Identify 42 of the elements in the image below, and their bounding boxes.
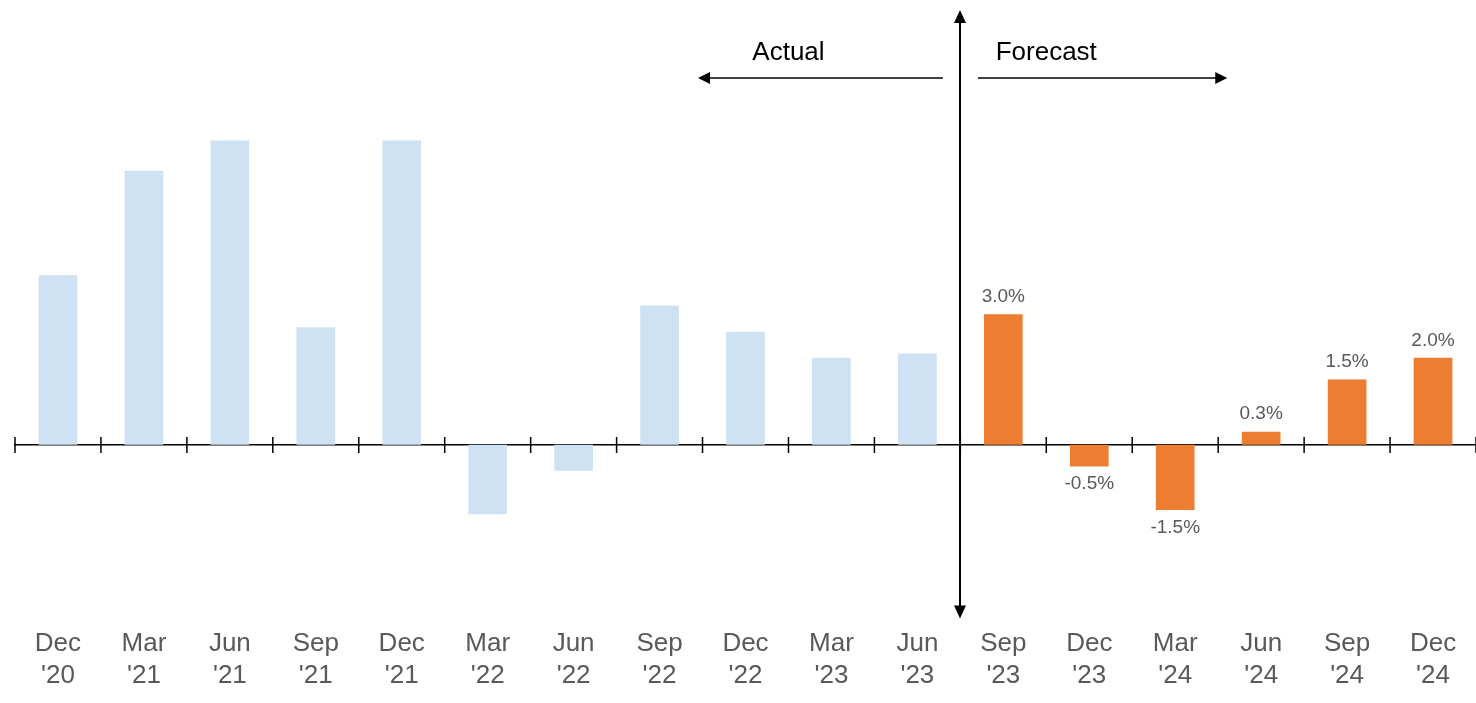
text: Forecast — [995, 36, 1097, 67]
x-tick-label: Mar '21 — [121, 627, 167, 689]
x-tick-label: Mar '22 — [465, 627, 511, 689]
x-tick-label: Mar '23 — [809, 627, 855, 689]
x-tick-label: Sep '23 — [980, 627, 1027, 689]
bar — [296, 327, 336, 445]
bar — [812, 357, 851, 445]
bar — [382, 140, 422, 445]
bar — [1327, 379, 1367, 445]
bar — [554, 444, 593, 471]
bar — [38, 275, 78, 445]
x-tick-label: Mar '24 — [1152, 627, 1198, 689]
bar — [898, 353, 937, 445]
x-tick-label: Dec '23 — [1066, 627, 1113, 689]
bar — [468, 444, 508, 515]
data-label: 1.5% — [1325, 350, 1369, 372]
x-tick-label: Jun '23 — [896, 627, 939, 689]
bar — [124, 170, 164, 445]
x-tick-label: Sep '24 — [1323, 627, 1371, 689]
bar — [640, 305, 679, 445]
data-label: 0.3% — [1239, 402, 1283, 424]
x-tick-label: Jun '24 — [1240, 627, 1283, 689]
data-label: -0.5% — [1064, 472, 1115, 494]
x-tick-label: Dec '22 — [722, 627, 769, 689]
data-label: 2.0% — [1411, 328, 1455, 350]
data-label: 3.0% — [981, 285, 1026, 307]
x-tick-label: Dec '24 — [1409, 627, 1457, 689]
bar — [1155, 444, 1195, 510]
data-label: -1.5% — [1150, 515, 1201, 537]
bar — [726, 331, 765, 445]
x-tick-label: Dec '20 — [34, 627, 82, 689]
bar — [1069, 444, 1109, 467]
bar — [1413, 357, 1453, 445]
bar — [1241, 431, 1281, 445]
bar — [983, 314, 1023, 445]
text: Actual — [752, 36, 825, 67]
x-tick-label: Jun '22 — [552, 627, 595, 689]
x-tick-label: Jun '21 — [208, 627, 251, 689]
bar — [210, 140, 250, 445]
x-tick-label: Dec '21 — [378, 627, 425, 689]
x-tick-label: Sep '22 — [636, 627, 683, 689]
x-tick-label: Sep '21 — [292, 627, 339, 689]
